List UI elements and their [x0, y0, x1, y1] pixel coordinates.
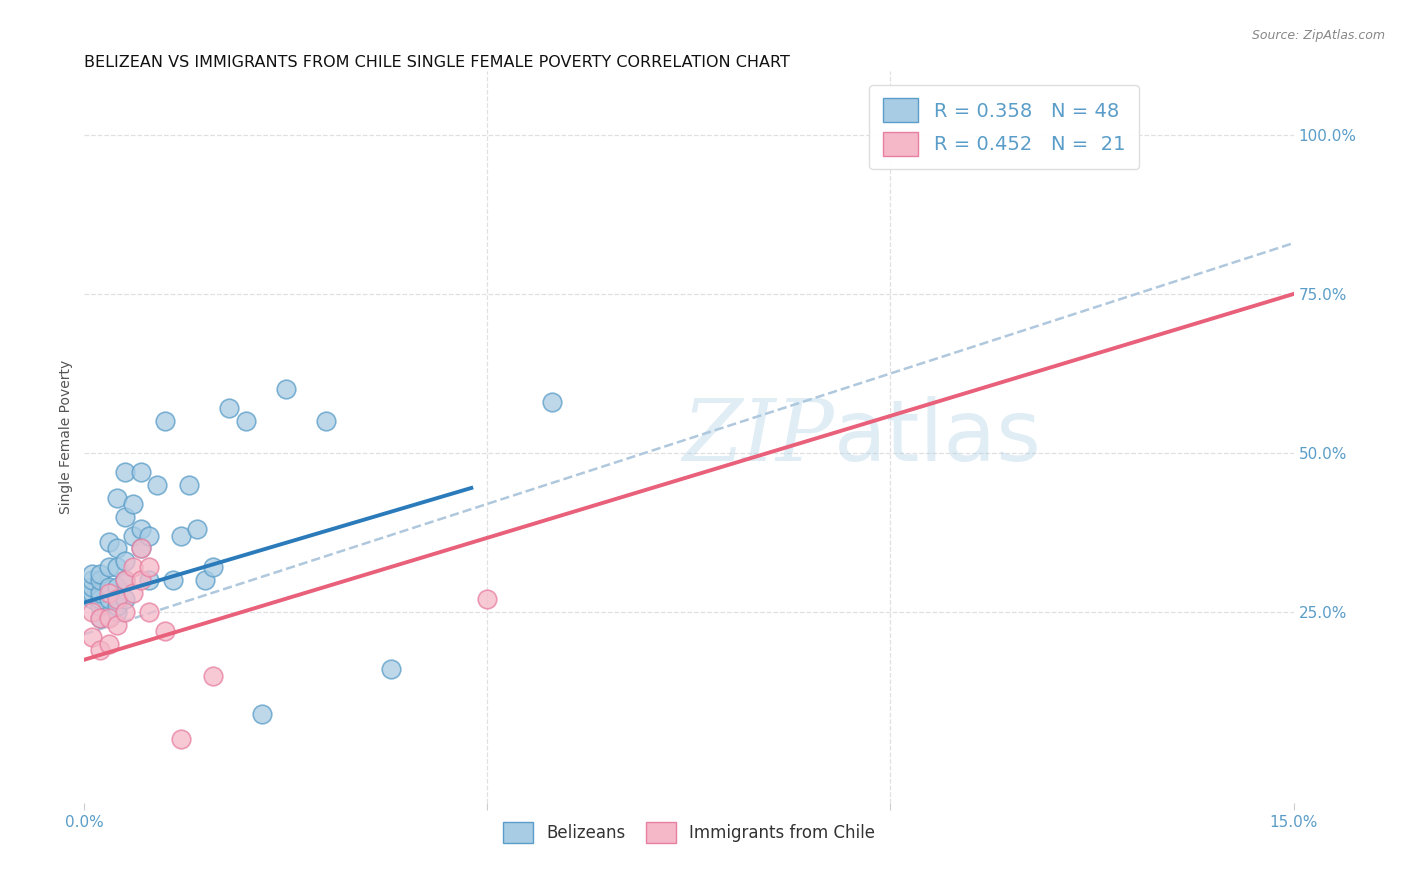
Point: [89, 611, 111, 625]
Point: [315, 414, 337, 428]
Point: [89, 566, 111, 581]
Point: [146, 477, 169, 491]
Point: [82, 580, 104, 594]
Point: [114, 554, 136, 568]
Point: [105, 560, 128, 574]
Point: [105, 605, 128, 619]
Point: [82, 592, 104, 607]
Point: [105, 592, 128, 607]
Point: [170, 529, 193, 543]
Point: [129, 541, 152, 556]
Y-axis label: Single Female Poverty: Single Female Poverty: [59, 360, 73, 514]
Point: [477, 592, 499, 607]
Point: [138, 529, 160, 543]
Point: [541, 395, 564, 409]
Point: [162, 573, 184, 587]
Point: [114, 465, 136, 479]
Point: [179, 477, 201, 491]
Point: [89, 573, 111, 587]
Point: [82, 605, 104, 619]
Point: [153, 624, 176, 638]
Legend: Belizeans, Immigrants from Chile: Belizeans, Immigrants from Chile: [496, 815, 882, 849]
Point: [274, 383, 297, 397]
Text: ZIP: ZIP: [682, 396, 834, 478]
Point: [138, 605, 160, 619]
Text: Source: ZipAtlas.com: Source: ZipAtlas.com: [1251, 29, 1385, 42]
Point: [97, 611, 120, 625]
Point: [194, 573, 217, 587]
Point: [129, 541, 152, 556]
Point: [170, 732, 193, 747]
Text: BELIZEAN VS IMMIGRANTS FROM CHILE SINGLE FEMALE POVERTY CORRELATION CHART: BELIZEAN VS IMMIGRANTS FROM CHILE SINGLE…: [84, 54, 790, 70]
Point: [97, 580, 120, 594]
Point: [153, 414, 176, 428]
Point: [105, 580, 128, 594]
Point: [129, 465, 152, 479]
Point: [121, 529, 143, 543]
Point: [250, 706, 273, 721]
Point: [97, 592, 120, 607]
Point: [97, 560, 120, 574]
Point: [129, 522, 152, 536]
Point: [97, 637, 120, 651]
Point: [82, 631, 104, 645]
Point: [121, 560, 143, 574]
Point: [105, 599, 128, 613]
Point: [129, 573, 152, 587]
Point: [89, 586, 111, 600]
Point: [202, 668, 225, 682]
Point: [82, 566, 104, 581]
Point: [105, 541, 128, 556]
Point: [89, 611, 111, 625]
Text: atlas: atlas: [834, 395, 1042, 479]
Point: [82, 573, 104, 587]
Point: [89, 599, 111, 613]
Point: [218, 401, 240, 416]
Point: [114, 573, 136, 587]
Point: [138, 573, 160, 587]
Point: [114, 605, 136, 619]
Point: [89, 592, 111, 607]
Point: [89, 643, 111, 657]
Point: [121, 586, 143, 600]
Point: [82, 586, 104, 600]
Point: [138, 560, 160, 574]
Point: [235, 414, 257, 428]
Point: [114, 592, 136, 607]
Point: [380, 662, 402, 676]
Point: [105, 617, 128, 632]
Point: [186, 522, 208, 536]
Point: [114, 573, 136, 587]
Point: [97, 586, 120, 600]
Point: [105, 491, 128, 505]
Point: [202, 560, 225, 574]
Point: [97, 535, 120, 549]
Point: [114, 509, 136, 524]
Point: [121, 497, 143, 511]
